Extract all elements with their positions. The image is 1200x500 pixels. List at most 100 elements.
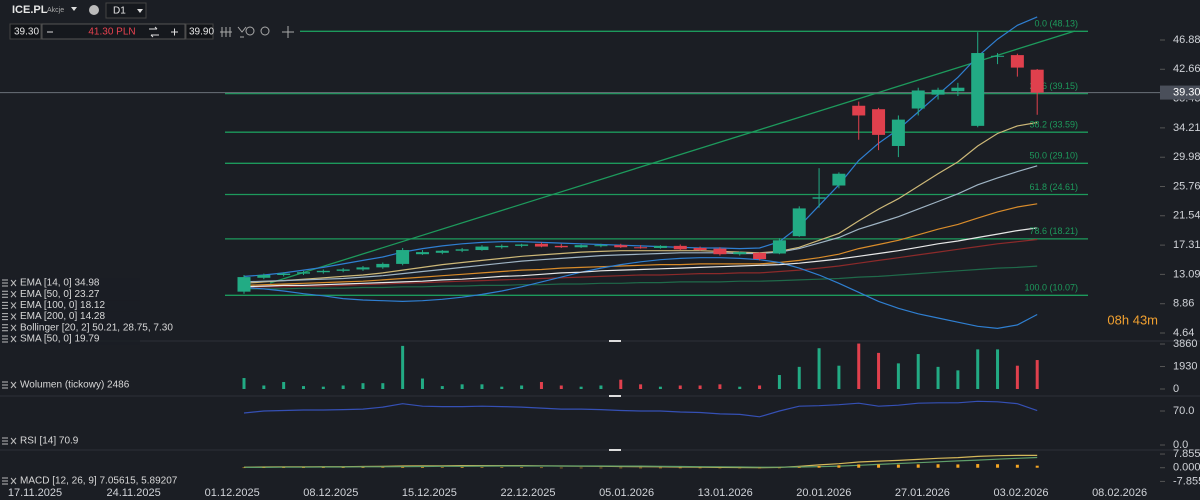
- volume-bar: [559, 385, 563, 389]
- volume-bar: [698, 385, 702, 389]
- macd-histogram-bar: [321, 467, 325, 468]
- volume-bar: [282, 382, 286, 389]
- y-tick-label: 1930: [1173, 360, 1197, 372]
- x-tick-label: 24.11.2025: [106, 487, 160, 499]
- y-tick-label: 13.09: [1173, 268, 1200, 280]
- macd-histogram-bar: [1035, 465, 1039, 468]
- macd-histogram-bar: [520, 467, 524, 468]
- ask-box[interactable]: [185, 23, 214, 40]
- candle-body: [653, 245, 667, 248]
- bid-box[interactable]: [9, 23, 42, 40]
- x-tick-label: 20.01.2026: [796, 487, 851, 499]
- legend-close-icon[interactable]: [10, 302, 17, 309]
- legend-close-icon[interactable]: [10, 381, 17, 389]
- info-icon[interactable]: [89, 5, 99, 15]
- volume-bar: [381, 383, 385, 389]
- swap-button[interactable]: [149, 26, 159, 38]
- ask[interactable]: 39.90: [189, 27, 214, 38]
- legend-menu-icon: [2, 335, 8, 343]
- legend-close-icon[interactable]: [10, 279, 17, 287]
- x-tick-label: 03.02.2026: [993, 487, 1048, 499]
- volume-bar: [480, 384, 484, 389]
- volume-bar: [361, 383, 365, 389]
- candle-body: [852, 105, 866, 116]
- market: Akcje: [47, 7, 64, 14]
- macd-histogram-bar: [837, 465, 841, 468]
- indicator-line: [243, 227, 1038, 288]
- volume-bar: [440, 386, 444, 389]
- splitter[interactable]: [609, 449, 621, 451]
- volume-bar: [262, 385, 266, 389]
- candle-body: [1010, 55, 1024, 68]
- legend-close-icon[interactable]: [10, 477, 17, 485]
- candle-body: [534, 243, 548, 247]
- macd-histogram-bar: [599, 467, 603, 469]
- indicator-line: [243, 121, 1038, 284]
- x-tick-label: 13.01.2026: [698, 487, 753, 499]
- tool-bars[interactable]: [220, 27, 232, 37]
- macd-histogram-bar: [658, 467, 662, 469]
- macd-histogram-bar: [401, 467, 405, 468]
- last-price-label: 39.30: [1173, 86, 1200, 98]
- y-tick-label: 17.31: [1173, 239, 1200, 251]
- fib-label: 61.8 (24.61): [1029, 182, 1078, 192]
- splitter[interactable]: [609, 340, 621, 342]
- macd-histogram-bar: [738, 467, 742, 469]
- y-tick-label: 42.66: [1173, 63, 1200, 75]
- tool-crosshair[interactable]: [237, 26, 247, 38]
- plus-button[interactable]: [171, 28, 178, 36]
- rsi-line: [243, 400, 1038, 418]
- macd-histogram-bar: [559, 467, 563, 469]
- splitter[interactable]: [609, 395, 621, 397]
- y-tick-label: 34.21: [1173, 122, 1200, 134]
- legend-close-icon[interactable]: [10, 324, 17, 332]
- legend-menu-icon: [2, 381, 8, 389]
- legend-bg: [0, 322, 140, 334]
- candle-body: [634, 247, 648, 249]
- macd-histogram-bar: [916, 464, 920, 468]
- legend-menu-icon: [2, 313, 8, 321]
- macd-histogram-bar: [777, 467, 781, 469]
- y-tick-label: 3860: [1173, 338, 1197, 350]
- legend-close-icon[interactable]: [10, 313, 17, 320]
- candle-body: [415, 252, 429, 255]
- candle-body: [455, 249, 469, 251]
- y-tick-label: 8.86: [1173, 298, 1194, 310]
- interval[interactable]: D1: [113, 6, 126, 17]
- y-tick-label: 25.76: [1173, 180, 1200, 192]
- bid[interactable]: 39.30: [14, 27, 39, 38]
- macd-histogram-bar: [1015, 464, 1019, 468]
- symbol[interactable]: ICE.PL: [12, 4, 48, 16]
- volume-bar: [916, 354, 920, 389]
- legend-menu-icon: [2, 477, 8, 485]
- legend-menu-icon: [2, 437, 8, 445]
- price-input[interactable]: 41.30 PLN: [88, 27, 135, 38]
- y-tick-label: 0: [1173, 383, 1179, 395]
- volume-bar: [678, 385, 682, 389]
- legend-entry: EMA [50, 0] 23.27: [20, 289, 100, 300]
- volume-bar: [539, 382, 543, 389]
- macd-histogram-bar: [698, 467, 702, 469]
- macd-histogram-bar: [678, 467, 682, 469]
- tool-move[interactable]: [282, 26, 294, 38]
- interval-dropdown[interactable]: [137, 9, 143, 13]
- legend-close-icon[interactable]: [10, 335, 17, 343]
- legend-close-icon[interactable]: [10, 437, 17, 445]
- volume-bar: [658, 386, 662, 389]
- symbol-dropdown[interactable]: [71, 7, 77, 11]
- macd-histogram-bar: [341, 467, 345, 468]
- legend-entry: EMA [200, 0] 14.28: [20, 311, 105, 322]
- volume-bar: [420, 378, 424, 389]
- legend-bg: [0, 278, 140, 289]
- candle-body: [614, 245, 628, 248]
- legend-bg: [0, 311, 140, 323]
- interval-box[interactable]: [105, 2, 147, 19]
- macd-histogram-bar: [579, 467, 583, 469]
- volume-bar: [579, 386, 583, 389]
- tool-zoom-out[interactable]: [245, 26, 255, 36]
- x-tick-label: 08.02.2026: [1092, 487, 1147, 499]
- legend-close-icon[interactable]: [10, 290, 17, 298]
- candle-body: [713, 248, 727, 255]
- macd-histogram-bar: [896, 464, 900, 468]
- tool-zoom-in[interactable]: [260, 26, 270, 36]
